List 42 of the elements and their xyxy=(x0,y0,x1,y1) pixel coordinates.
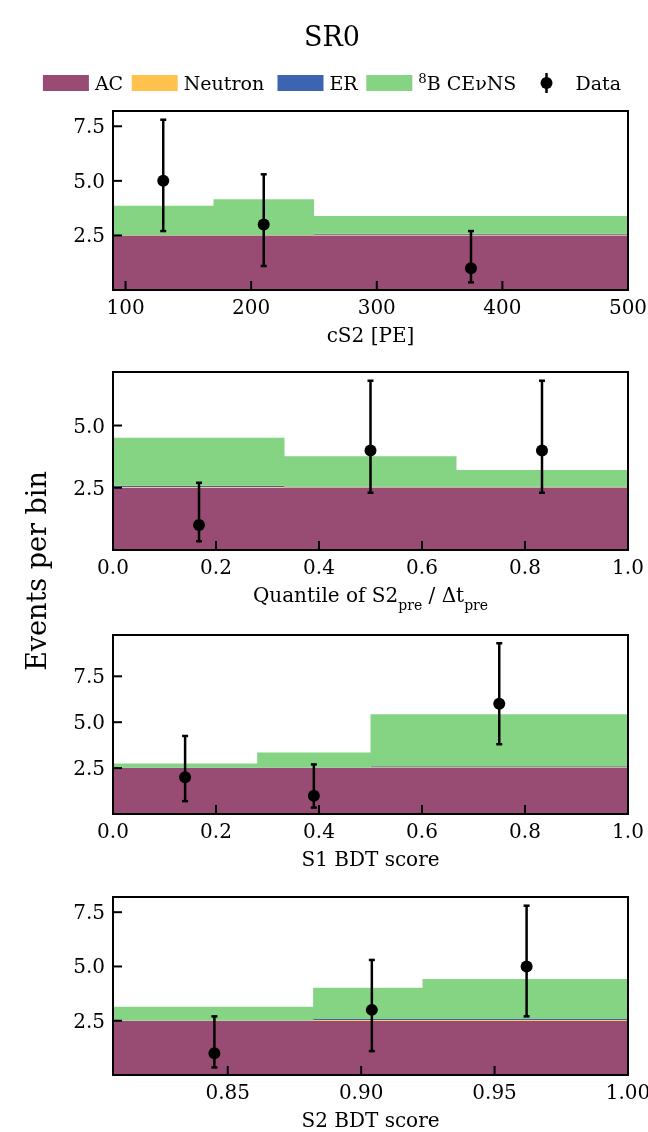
x-tick-label: 0.0 xyxy=(97,555,129,579)
chart-title: SR0 xyxy=(303,21,361,52)
x-tick-label: 0.4 xyxy=(303,819,335,843)
x-tick-label: 0.8 xyxy=(509,555,541,579)
y-axis-title: Events per bin xyxy=(21,471,52,671)
x-tick-label: 1.0 xyxy=(612,819,644,843)
legend-label: AC xyxy=(93,72,124,94)
y-tick-label: 5.0 xyxy=(73,413,105,438)
legend-label: Neutron xyxy=(183,72,265,94)
x-tick-label: 500 xyxy=(608,295,648,319)
x-tick-label: 1.0 xyxy=(612,555,644,579)
x-tick-label: 0.6 xyxy=(406,555,438,579)
x-axis-title: S2 BDT score xyxy=(301,1108,440,1132)
legend-label: ER xyxy=(329,72,359,94)
x-tick-label: 0.90 xyxy=(338,1080,384,1104)
y-tick-label: 5.0 xyxy=(73,710,105,735)
x-tick-label: 0.6 xyxy=(406,819,438,843)
x-tick-label: 200 xyxy=(232,295,271,319)
x-axis-title: S1 BDT score xyxy=(301,847,440,871)
y-tick-label: 7.5 xyxy=(73,664,105,689)
y-tick-label: 2.5 xyxy=(73,223,105,248)
y-tick-label: 2.5 xyxy=(73,1008,105,1033)
x-tick-label: 300 xyxy=(357,295,396,319)
x-tick-label: 0.2 xyxy=(200,555,232,579)
x-axis-title: Quantile of S2$_{pre}$ / Δt$_{pre}$ xyxy=(252,583,489,613)
x-tick-label: 0.8 xyxy=(509,819,541,843)
y-tick-label: 5.0 xyxy=(73,168,105,193)
x-tick-label: 0.85 xyxy=(205,1080,251,1104)
x-tick-label: 0.0 xyxy=(97,819,129,843)
y-tick-label: 2.5 xyxy=(73,756,105,781)
x-tick-label: 100 xyxy=(106,295,145,319)
x-axis-title: cS2 [PE] xyxy=(326,323,415,347)
y-tick-label: 7.5 xyxy=(73,900,105,925)
y-tick-label: 2.5 xyxy=(73,475,105,500)
legend-label: Data xyxy=(575,72,622,94)
y-tick-label: 5.0 xyxy=(73,954,105,979)
x-tick-label: 0.2 xyxy=(200,819,232,843)
x-tick-label: 0.4 xyxy=(303,555,335,579)
legend-label: $^{8}$B CEνNS xyxy=(418,70,517,94)
x-tick-label: 400 xyxy=(483,295,522,319)
y-tick-label: 7.5 xyxy=(73,114,105,139)
x-tick-label: 0.95 xyxy=(472,1080,517,1104)
